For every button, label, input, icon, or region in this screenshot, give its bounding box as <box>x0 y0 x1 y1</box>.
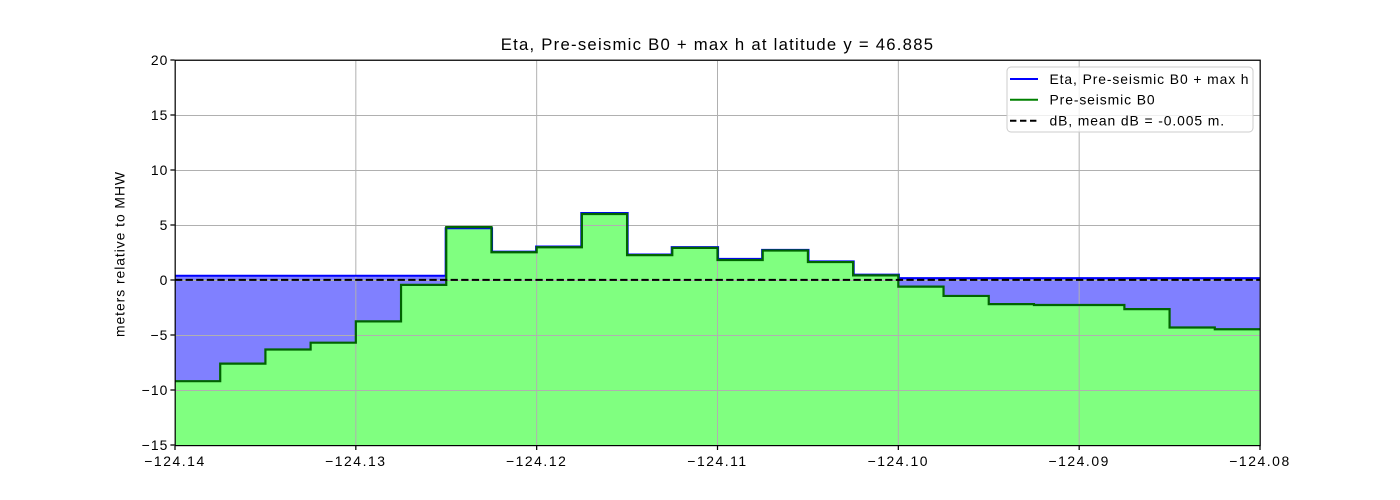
svg-text:−15: −15 <box>142 437 169 453</box>
svg-text:−124.13: −124.13 <box>325 453 386 469</box>
svg-text:10: 10 <box>151 162 169 178</box>
svg-text:−124.14: −124.14 <box>144 453 205 469</box>
svg-text:−10: −10 <box>142 382 169 398</box>
svg-text:5: 5 <box>160 217 169 233</box>
svg-text:−124.10: −124.10 <box>868 453 929 469</box>
svg-text:−5: −5 <box>150 327 168 343</box>
svg-text:20: 20 <box>151 52 169 68</box>
svg-text:−124.08: −124.08 <box>1229 453 1290 469</box>
svg-text:dB, mean dB = -0.005 m.: dB, mean dB = -0.005 m. <box>1050 113 1226 129</box>
svg-text:meters relative to MHW: meters relative to MHW <box>112 171 128 337</box>
svg-text:Eta, Pre-seismic B0 + max h at: Eta, Pre-seismic B0 + max h at latitude … <box>501 35 935 54</box>
svg-text:Eta, Pre-seismic B0 + max h: Eta, Pre-seismic B0 + max h <box>1050 71 1250 87</box>
svg-text:−124.12: −124.12 <box>506 453 567 469</box>
svg-text:−124.11: −124.11 <box>687 453 747 469</box>
svg-text:Pre-seismic B0: Pre-seismic B0 <box>1050 92 1156 108</box>
svg-text:15: 15 <box>151 107 169 123</box>
svg-text:0: 0 <box>160 272 169 288</box>
svg-text:−124.09: −124.09 <box>1048 453 1109 469</box>
